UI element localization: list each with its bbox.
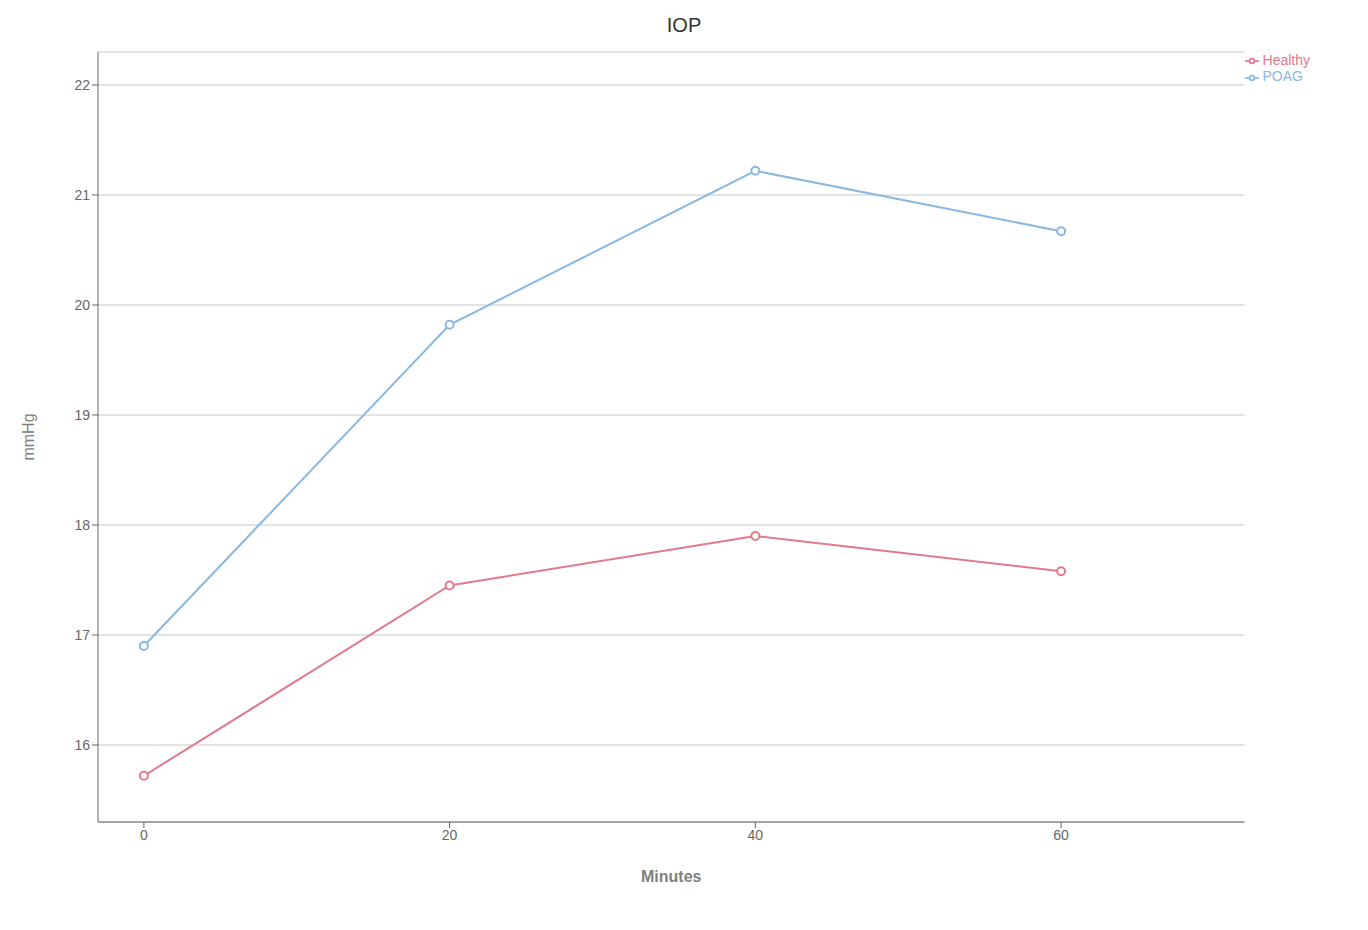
svg-text:20: 20	[74, 297, 90, 313]
svg-text:21: 21	[74, 187, 90, 203]
svg-text:19: 19	[74, 407, 90, 423]
svg-text:Minutes: Minutes	[641, 868, 702, 885]
svg-text:60: 60	[1053, 827, 1069, 843]
svg-text:22: 22	[74, 77, 90, 93]
svg-text:mmHg: mmHg	[20, 413, 37, 460]
html-text:POAG: POAG	[1262, 68, 1303, 85]
svg-text:16: 16	[74, 737, 90, 753]
svg-text:0: 0	[140, 827, 148, 843]
svg-text:17: 17	[74, 627, 90, 643]
html-text:IOP: IOP	[666, 14, 702, 36]
svg-text:20: 20	[442, 827, 458, 843]
html-text:Healthy: Healthy	[1262, 52, 1310, 68]
svg-text:40: 40	[748, 827, 764, 843]
svg-text:18: 18	[74, 517, 90, 533]
